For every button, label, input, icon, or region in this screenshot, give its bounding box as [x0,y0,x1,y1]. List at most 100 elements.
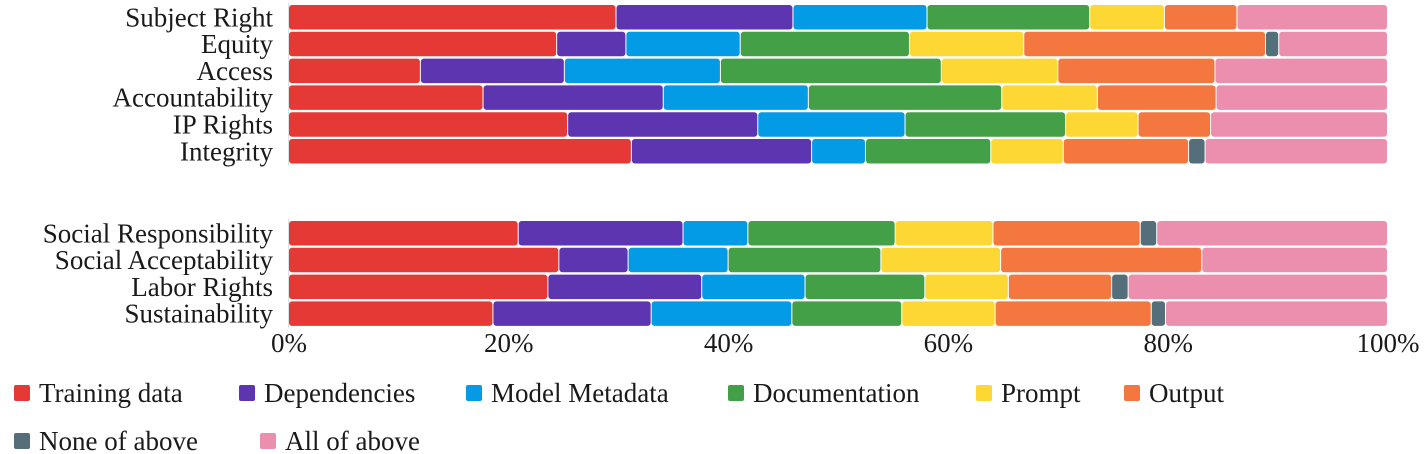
bar-segment [865,139,991,164]
legend-swatch [466,385,482,401]
category-label: Access [197,56,273,86]
bar-segment [483,85,663,110]
legend-label: None of above [39,426,198,454]
bar-segment [289,58,420,84]
bar-segment [805,274,925,300]
legend-item: All of above [260,426,420,454]
bar-segment [925,274,1008,300]
bar-segment [1237,5,1387,30]
legend-swatch [14,385,30,401]
bar-segment [518,221,683,246]
legend-label: Model Metadata [491,378,669,408]
legend-swatch [1124,385,1140,401]
bar-segment [941,58,1058,84]
bar-segment [991,139,1063,164]
bar-segment [1008,274,1112,300]
bar-segment [1063,139,1189,164]
category-labels: Subject RightEquityAccessAccountabilityI… [43,2,274,328]
legend-label: Dependencies [264,378,415,408]
bar-segment [289,31,557,57]
bar-segment [683,221,748,246]
bar-segment [812,139,865,164]
bar-segment [881,247,1001,273]
bar-segment [1211,112,1387,137]
bar-segment [1002,85,1097,110]
bar-segment [289,139,631,164]
x-tick-label: 80% [1143,328,1193,358]
category-label: Accountability [113,83,274,113]
bar-segment [289,221,518,246]
bar-segment [1266,31,1279,57]
x-tick-label: 60% [924,328,974,358]
bar-segment [1215,58,1387,84]
bar-segment [493,301,651,326]
bar-segment [1097,85,1216,110]
bar-segment [895,221,993,246]
x-axis: 0% 20% 40% 60% 80% 100% [271,328,1420,358]
bar-segment [1112,274,1128,300]
category-label: Equity [201,29,273,59]
bar-segment [1090,5,1164,30]
legend-item: Documentation [728,378,920,408]
bar-segment [651,301,792,326]
bar-segment [289,5,616,30]
bar-segment [909,31,1024,57]
bar-segment [568,112,758,137]
bar-segment [289,112,568,137]
bar-segment [792,301,902,326]
bar-segment [628,247,728,273]
bar-segment [626,31,740,57]
category-label: Integrity [180,136,273,166]
x-tick-label: 20% [484,328,534,358]
legend-item: Training data [14,378,183,408]
legend-swatch [239,385,255,401]
bar-segment [1151,301,1166,326]
bar-segment [631,139,812,164]
bar-segment [289,247,559,273]
bar-segment [758,112,905,137]
bar-segment [1202,247,1387,273]
bar-segment [1128,274,1387,300]
category-label: IP Rights [173,109,273,139]
bars-layer [288,3,1387,329]
bar-segment [1216,85,1387,110]
bar-segment [902,301,995,326]
bar-segment [1065,112,1138,137]
legend-swatch [976,385,992,401]
category-label: Social Responsibility [43,218,274,248]
legend-label: Documentation [753,378,920,408]
bar-segment [1279,31,1387,57]
bar-segment [289,85,483,110]
legend-label: Training data [39,378,183,408]
bar-segment [1138,112,1211,137]
bar-segment [616,5,793,30]
bar-segment [702,274,805,300]
bar-segment [1205,139,1387,164]
bar-segment [720,58,941,84]
bar-segment [728,247,881,273]
bar-segment [663,85,808,110]
bar-segment [927,5,1090,30]
legend-item: None of above [14,426,198,454]
bar-segment [1024,31,1266,57]
category-label: Subject Right [125,2,273,32]
category-label: Social Acceptability [55,245,274,275]
legend: Training data Dependencies Model Metadata D… [14,378,1225,454]
legend-label: All of above [285,426,420,454]
legend-swatch [14,433,30,449]
bar-segment [289,301,493,326]
legend-item: Output [1124,378,1225,408]
bar-segment [740,31,909,57]
legend-item: Dependencies [239,378,415,408]
x-tick-label: 100% [1357,328,1420,358]
bar-segment [564,58,720,84]
bar-segment [1166,301,1387,326]
legend-label: Prompt [1001,378,1081,408]
bar-segment [557,31,626,57]
legend-item: Prompt [976,378,1081,408]
bar-segment [289,274,548,300]
bar-segment [748,221,895,246]
bar-segment [808,85,1002,110]
bar-segment [420,58,564,84]
